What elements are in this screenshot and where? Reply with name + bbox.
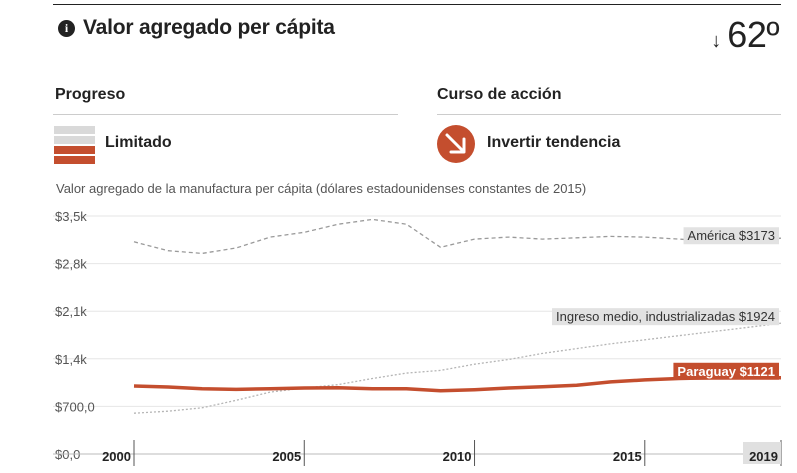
action-heading: Curso de acción xyxy=(437,86,562,103)
series-label-background xyxy=(552,308,779,326)
progress-bars-icon xyxy=(54,126,95,164)
progress-status: Limitado xyxy=(105,134,172,151)
y-tick-label: $2,8k xyxy=(55,257,87,272)
series-label: Paraguay $1121 xyxy=(677,364,775,379)
arrow-down-icon: ↓ xyxy=(711,30,722,52)
x-tick-label: 2015 xyxy=(613,449,642,464)
series-label: Ingreso medio, industrializadas $1924 xyxy=(556,309,775,324)
series-line-paraguay xyxy=(133,376,781,393)
x-tick-label: 2010 xyxy=(443,449,472,464)
series-label-background xyxy=(683,227,779,245)
page-title: Valor agregado per cápita xyxy=(83,16,335,39)
arrow-down-right-icon xyxy=(437,125,475,163)
y-tick-label: $700,0 xyxy=(55,399,95,414)
progress-heading: Progreso xyxy=(55,86,126,103)
series-line-america xyxy=(133,218,782,255)
series-label-background xyxy=(673,362,779,380)
y-tick-label: $2,1k xyxy=(55,304,87,319)
rank-indicator: ↓ 62º xyxy=(711,14,779,56)
top-rule xyxy=(53,4,781,5)
x-tick-label: 2005 xyxy=(272,449,301,464)
x-tick-label: 2000 xyxy=(102,449,131,464)
action-divider xyxy=(437,114,781,115)
action-status: Invertir tendencia xyxy=(487,134,621,151)
y-tick-label: $3,5k xyxy=(55,209,87,224)
chart-caption: Valor agregado de la manufactura per cáp… xyxy=(56,181,587,196)
y-tick-label: $1,4k xyxy=(55,352,87,367)
x-tick-label: 2019 xyxy=(749,449,778,464)
progress-divider xyxy=(53,114,398,115)
header: i Valor agregado per cápita xyxy=(58,16,335,40)
info-icon[interactable]: i xyxy=(58,19,75,37)
series-label: América $3173 xyxy=(688,228,775,243)
series-line-ingreso-medio xyxy=(133,322,782,414)
rank-value: 62º xyxy=(727,14,779,55)
x-tick-highlight xyxy=(743,442,781,464)
